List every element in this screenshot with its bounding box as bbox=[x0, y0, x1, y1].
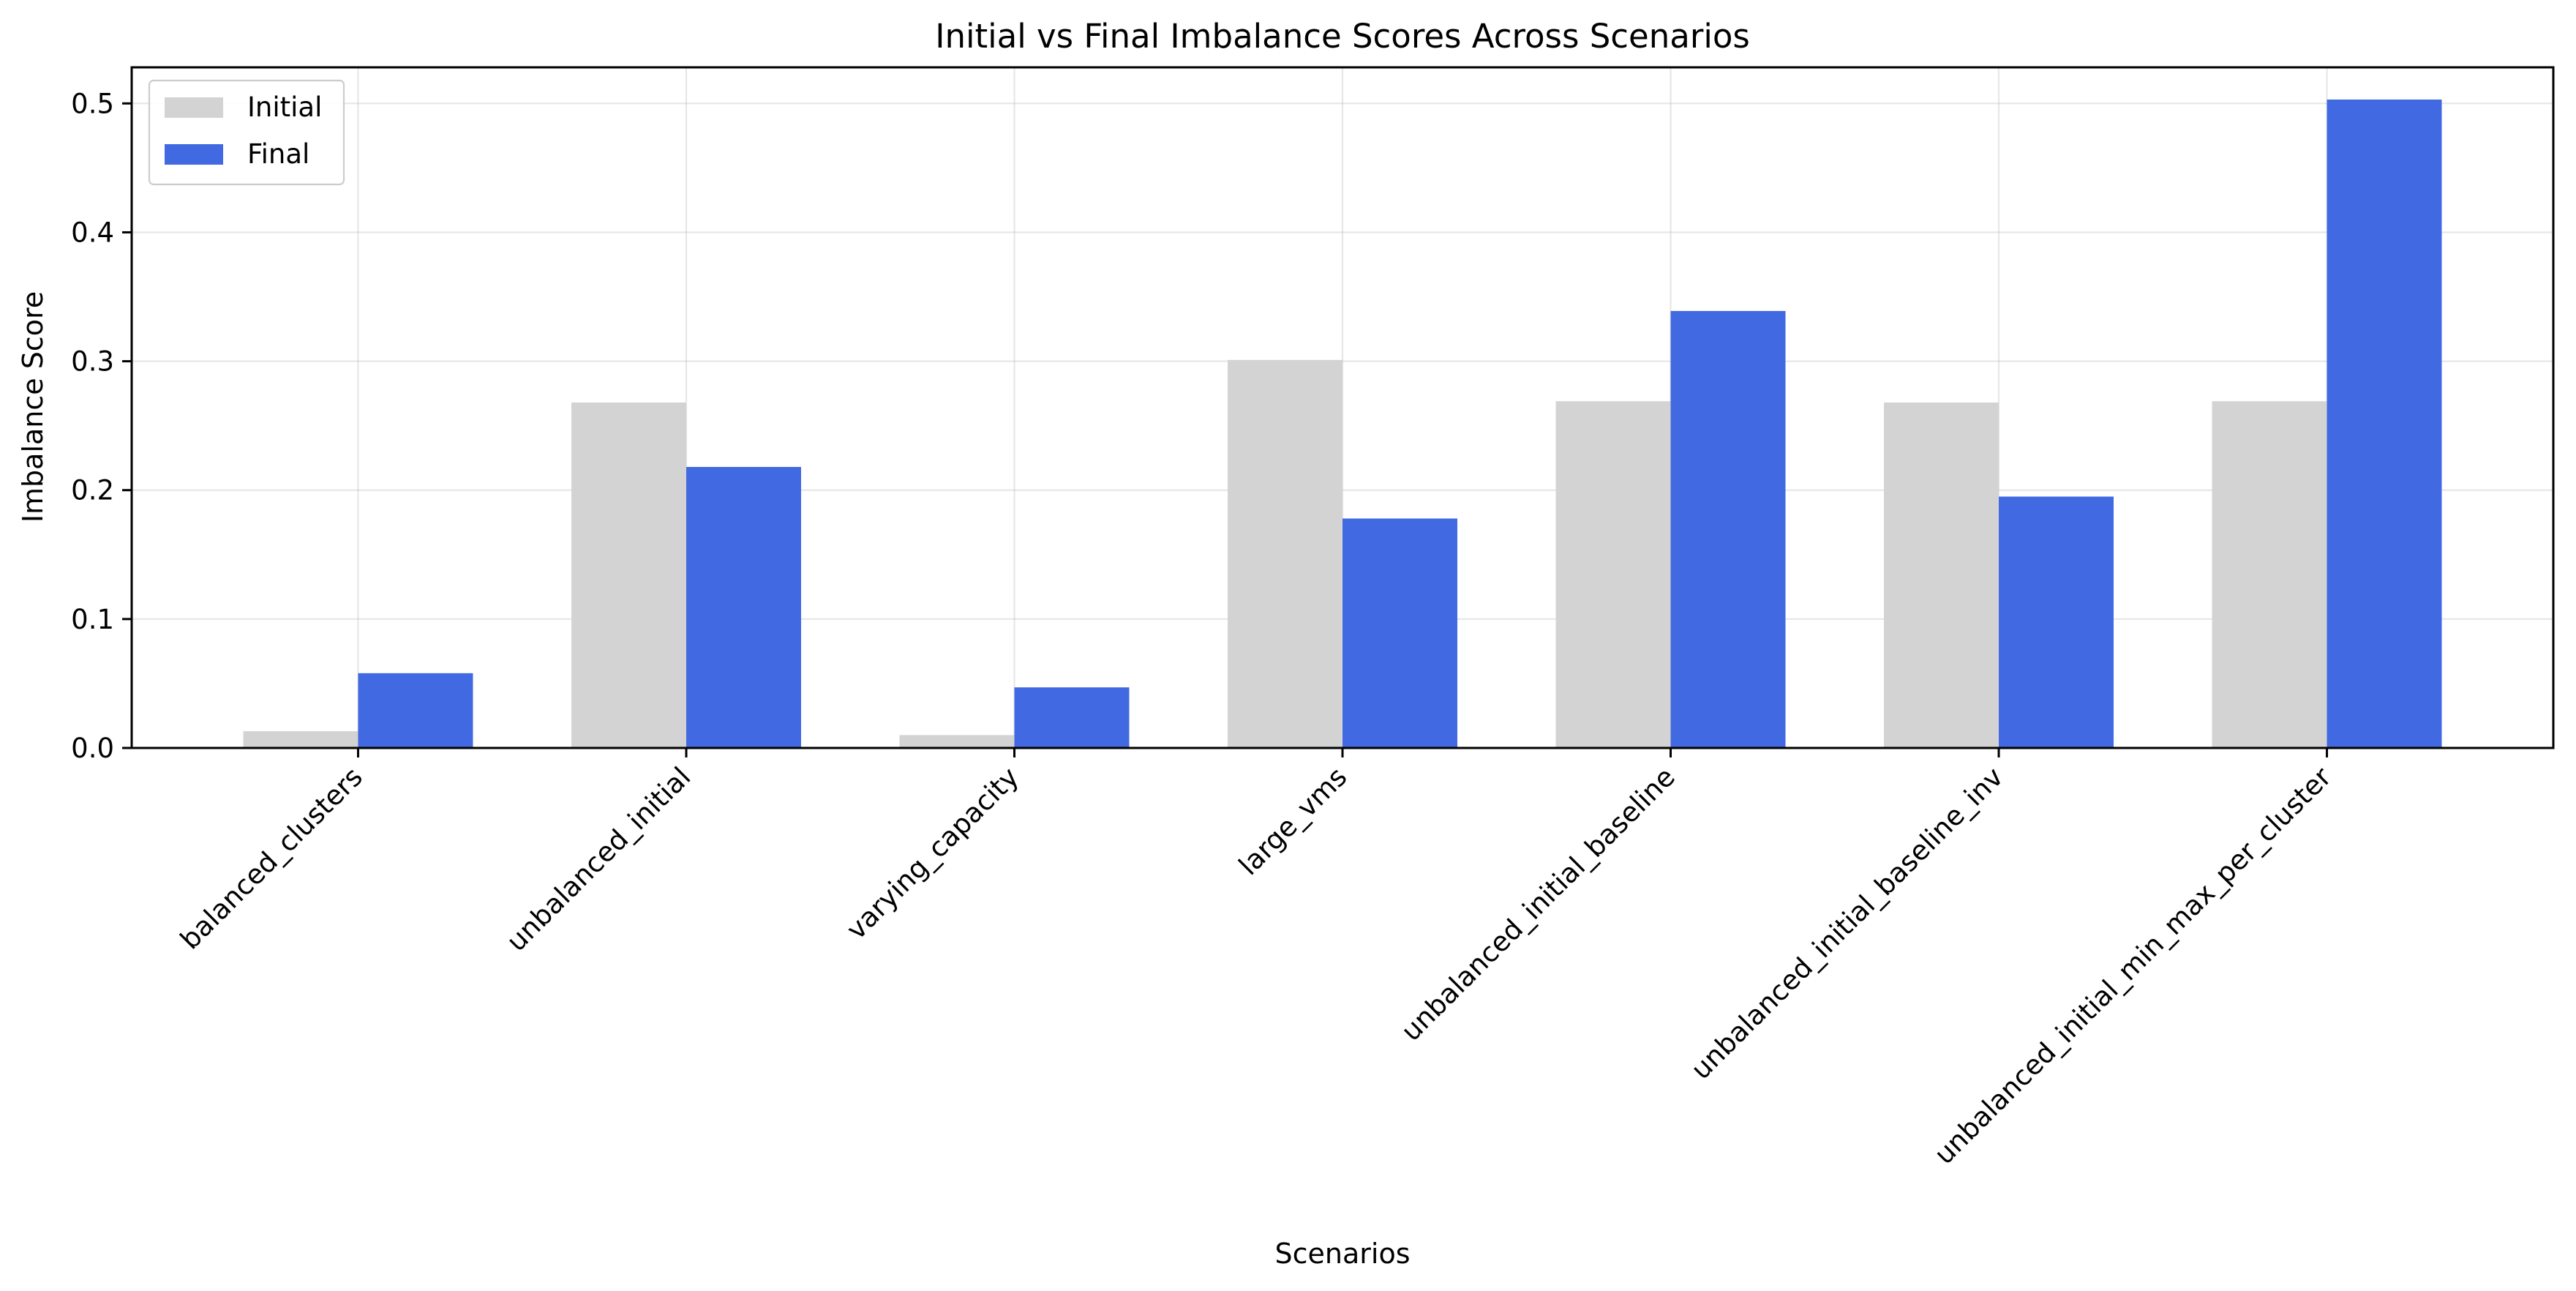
bar-initial-unbalanced_initial_baseline_inv bbox=[1884, 402, 1999, 748]
y-axis-label: Imbalance Score bbox=[17, 291, 49, 523]
y-tick-label: 0.2 bbox=[71, 475, 114, 506]
bar-initial-large_vms bbox=[1228, 359, 1343, 748]
bars bbox=[243, 100, 2442, 749]
bar-final-unbalanced_initial bbox=[686, 467, 801, 748]
bar-initial-unbalanced_initial bbox=[571, 402, 686, 748]
legend: Initial Final bbox=[148, 79, 345, 186]
x-axis-label: Scenarios bbox=[1275, 1238, 1411, 1270]
y-tick-label: 0.4 bbox=[71, 217, 114, 248]
y-tick-label: 0.5 bbox=[71, 88, 114, 119]
legend-swatch-initial bbox=[165, 97, 223, 118]
legend-label-initial: Initial bbox=[247, 91, 322, 123]
bar-initial-unbalanced_initial_min_max_per_cluster bbox=[2212, 401, 2327, 748]
bar-final-unbalanced_initial_baseline bbox=[1670, 310, 1786, 749]
y-tick-label: 0.1 bbox=[71, 604, 114, 635]
legend-swatch-final bbox=[165, 144, 223, 165]
y-axis-tick-labels: 0.0 0.1 0.2 0.3 0.4 0.5 bbox=[71, 88, 114, 764]
bar-final-varying_capacity bbox=[1014, 687, 1130, 748]
bar-final-balanced_clusters bbox=[358, 673, 473, 748]
axis-ticks bbox=[122, 102, 2329, 757]
legend-label-final: Final bbox=[247, 138, 309, 170]
y-tick-label: 0.3 bbox=[71, 346, 114, 378]
bar-initial-balanced_clusters bbox=[243, 731, 358, 748]
bar-final-unbalanced_initial_baseline_inv bbox=[1999, 496, 2114, 748]
chart-title: Initial vs Final Imbalance Scores Across… bbox=[935, 17, 1750, 56]
y-tick-label: 0.0 bbox=[71, 733, 114, 764]
bar-final-unbalanced_initial_min_max_per_cluster bbox=[2327, 100, 2442, 749]
bar-initial-varying_capacity bbox=[899, 735, 1015, 748]
bar-final-large_vms bbox=[1343, 518, 1457, 748]
bar-initial-unbalanced_initial_baseline bbox=[1555, 401, 1671, 748]
